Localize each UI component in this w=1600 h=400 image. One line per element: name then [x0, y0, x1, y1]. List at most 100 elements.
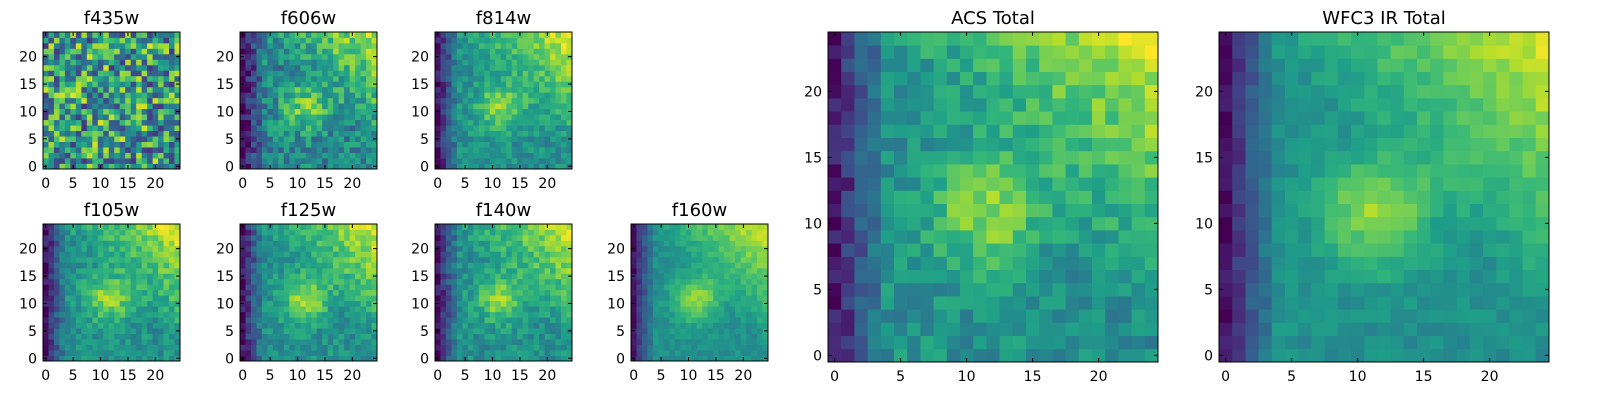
heatmap-cell — [338, 284, 345, 291]
heatmap-cell — [169, 224, 175, 230]
heatmap-cell — [43, 256, 49, 263]
heatmap-cell — [245, 136, 252, 142]
heatmap-cell — [163, 240, 170, 247]
heatmap-cell — [316, 130, 323, 137]
heatmap-cell — [506, 251, 513, 258]
heatmap-cell — [261, 251, 268, 258]
heatmap-cell — [283, 152, 290, 159]
heatmap-cell — [533, 163, 540, 170]
heatmap-cell — [305, 311, 312, 318]
heatmap-cell — [125, 262, 132, 269]
heatmap-cell — [240, 229, 246, 236]
heatmap-cell — [445, 103, 452, 110]
heatmap-cell — [70, 278, 77, 285]
heatmap-cell — [48, 147, 55, 153]
heatmap-cell — [130, 317, 137, 324]
heatmap-cell — [163, 158, 170, 164]
heatmap-cell — [136, 267, 143, 274]
heatmap-cell — [550, 81, 556, 88]
heatmap-cell — [561, 75, 567, 82]
heatmap-cell — [278, 350, 285, 356]
heatmap-cell — [327, 125, 334, 132]
heatmap-cell — [533, 289, 540, 296]
heatmap-cell — [641, 289, 648, 296]
heatmap-cell — [53, 81, 60, 88]
heatmap-cell — [355, 158, 361, 164]
heatmap-cell — [445, 306, 452, 313]
heatmap-cell — [152, 103, 159, 110]
heatmap-cell — [561, 339, 567, 345]
heatmap-cell — [462, 229, 469, 236]
heatmap-cell — [240, 152, 246, 159]
heatmap-cell — [467, 64, 474, 71]
heatmap-cell — [300, 42, 307, 49]
heatmap-cell — [1105, 348, 1119, 363]
heatmap-cell — [163, 152, 170, 159]
heatmap-cell — [500, 130, 507, 137]
heatmap-cell — [685, 317, 692, 324]
heatmap-cell — [561, 59, 567, 66]
heatmap-cell — [740, 322, 747, 329]
heatmap-cell — [300, 306, 307, 313]
heatmap-cell — [283, 158, 290, 164]
heatmap-cell — [136, 262, 143, 269]
heatmap-cell — [933, 348, 948, 363]
heatmap-cell — [169, 103, 175, 110]
heatmap-cell — [158, 240, 164, 247]
heatmap-cell — [360, 344, 367, 351]
heatmap-cell — [114, 163, 121, 170]
heatmap-cell — [528, 125, 535, 132]
heatmap-cell — [517, 240, 524, 247]
heatmap-cell — [854, 243, 868, 257]
heatmap-cell — [305, 284, 312, 291]
heatmap-cell — [631, 278, 637, 285]
heatmap-cell — [467, 267, 474, 274]
heatmap-cell — [473, 273, 480, 280]
heatmap-cell — [158, 262, 164, 269]
heatmap-cell — [119, 355, 126, 362]
heatmap-cell — [240, 295, 246, 302]
heatmap-cell — [344, 81, 350, 88]
heatmap-cell — [561, 229, 567, 236]
heatmap-cell — [355, 141, 361, 148]
heatmap-cell — [702, 273, 709, 280]
heatmap-cell — [440, 251, 447, 258]
heatmap-cell — [740, 333, 747, 340]
heatmap-cell — [544, 92, 551, 99]
heatmap-cell — [435, 322, 441, 329]
heatmap-cell — [751, 262, 758, 269]
heatmap-cell — [506, 163, 513, 170]
heatmap-cell — [561, 306, 567, 313]
heatmap-cell — [158, 75, 164, 82]
heatmap-cell — [986, 177, 1000, 191]
heatmap-cell — [1092, 322, 1106, 336]
heatmap-cell — [366, 234, 372, 241]
heatmap-cell — [550, 152, 556, 159]
heatmap-cell — [103, 229, 110, 236]
heatmap-cell — [300, 147, 307, 153]
heatmap-cell — [130, 86, 137, 93]
heatmap-cell — [1144, 164, 1159, 178]
heatmap-cell — [70, 97, 77, 104]
heatmap-cell — [1105, 190, 1119, 204]
heatmap-cell — [522, 240, 529, 247]
heatmap-cell — [349, 289, 356, 296]
x-tick-label: 15 — [511, 176, 529, 192]
heatmap-cell — [658, 240, 665, 247]
heatmap-cell — [371, 284, 378, 291]
heatmap-cell — [658, 317, 665, 324]
heatmap-cell — [272, 158, 279, 164]
heatmap-cell — [283, 300, 290, 307]
heatmap-cell — [327, 86, 334, 93]
heatmap-cell — [1052, 203, 1066, 218]
heatmap-cell — [566, 311, 573, 318]
heatmap-cell — [696, 240, 703, 247]
heatmap-cell — [152, 262, 159, 269]
heatmap-cell — [272, 355, 279, 362]
x-tick-label: 0 — [629, 368, 638, 384]
heatmap-cell — [1065, 256, 1080, 270]
heatmap-cell — [462, 136, 469, 142]
heatmap-cell — [451, 163, 458, 170]
heatmap-cell — [108, 163, 115, 170]
heatmap-cell — [366, 81, 372, 88]
